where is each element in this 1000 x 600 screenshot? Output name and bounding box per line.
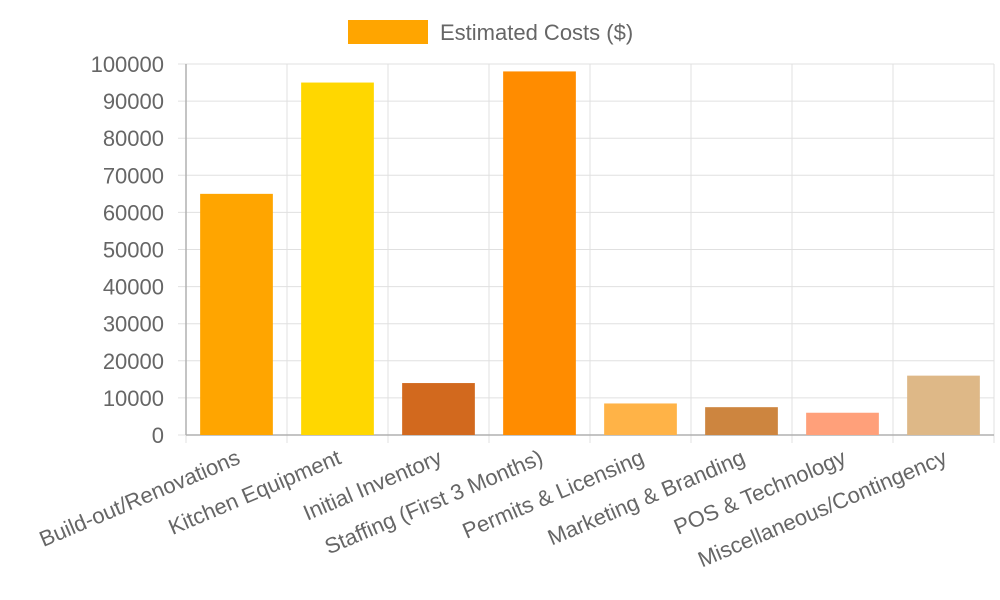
bar-permits-licensing[interactable] bbox=[604, 403, 677, 435]
legend-label: Estimated Costs ($) bbox=[440, 20, 633, 45]
bar-pos-technology[interactable] bbox=[806, 412, 879, 435]
y-tick-label: 10000 bbox=[103, 386, 164, 411]
x-tick-label: Kitchen Equipment bbox=[165, 445, 345, 540]
bar-build-out-renovations[interactable] bbox=[200, 193, 273, 435]
bars bbox=[200, 71, 980, 436]
y-tick-label: 60000 bbox=[103, 200, 164, 225]
grid bbox=[178, 63, 995, 443]
bar-initial-inventory[interactable] bbox=[402, 383, 475, 435]
bar-kitchen-equipment[interactable] bbox=[301, 82, 374, 436]
bar-staffing-first-3-months[interactable] bbox=[503, 71, 576, 436]
y-tick-label: 90000 bbox=[103, 89, 164, 114]
y-tick-label: 70000 bbox=[103, 163, 164, 188]
y-axis-ticks: 1000009000080000700006000050000400003000… bbox=[91, 52, 164, 448]
y-tick-label: 80000 bbox=[103, 126, 164, 151]
y-tick-label: 20000 bbox=[103, 349, 164, 374]
y-tick-label: 0 bbox=[152, 423, 164, 448]
y-tick-label: 100000 bbox=[91, 52, 164, 77]
legend-swatch bbox=[348, 20, 428, 44]
bar-marketing-branding[interactable] bbox=[705, 407, 778, 435]
y-tick-label: 30000 bbox=[103, 312, 164, 337]
y-tick-label: 40000 bbox=[103, 275, 164, 300]
bar-miscellaneous-contingency[interactable] bbox=[907, 375, 980, 435]
y-tick-label: 50000 bbox=[103, 238, 164, 263]
legend[interactable]: Estimated Costs ($) bbox=[348, 20, 633, 45]
